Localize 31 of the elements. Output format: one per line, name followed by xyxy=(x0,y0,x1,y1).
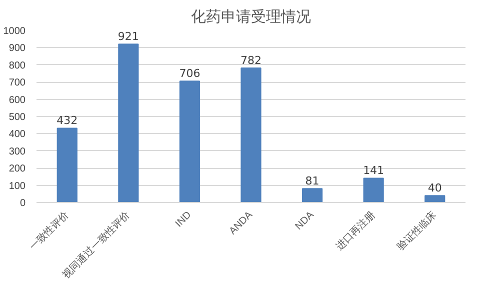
y-tick-label: 500 xyxy=(8,112,26,123)
y-tick-label: 700 xyxy=(8,78,26,89)
x-tick-label: 一致性评价 xyxy=(27,208,72,253)
data-label: 432 xyxy=(56,114,78,128)
x-tick-label: 进口再注册 xyxy=(334,208,378,253)
y-tick-label: 200 xyxy=(8,164,26,175)
data-label: 921 xyxy=(118,30,139,44)
y-tick-label: 1000 xyxy=(3,26,26,37)
y-tick-label: 900 xyxy=(8,43,26,54)
bar xyxy=(179,80,200,202)
bar xyxy=(424,195,446,202)
bar xyxy=(118,44,139,202)
y-tick-label: 300 xyxy=(8,146,26,158)
bar xyxy=(56,128,78,202)
data-label: 706 xyxy=(179,67,200,80)
data-label: 81 xyxy=(305,174,320,188)
y-tick-label: 400 xyxy=(8,129,26,140)
chart-title: 化药申请受理情况 xyxy=(191,8,311,26)
x-tick-label: IND xyxy=(174,210,194,230)
data-label: 40 xyxy=(428,182,442,195)
y-tick-label: 0 xyxy=(20,198,26,209)
y-tick-label: 800 xyxy=(8,60,26,72)
x-tick-label: NDA xyxy=(293,209,316,232)
y-tick-label: 100 xyxy=(8,180,26,192)
y-tick-label: 600 xyxy=(8,94,26,106)
x-tick-label: 验证性临床 xyxy=(394,208,439,253)
data-label: 141 xyxy=(363,164,384,178)
bar xyxy=(363,178,384,202)
bar xyxy=(240,67,262,202)
data-label: 782 xyxy=(240,54,262,67)
bar xyxy=(302,188,323,202)
